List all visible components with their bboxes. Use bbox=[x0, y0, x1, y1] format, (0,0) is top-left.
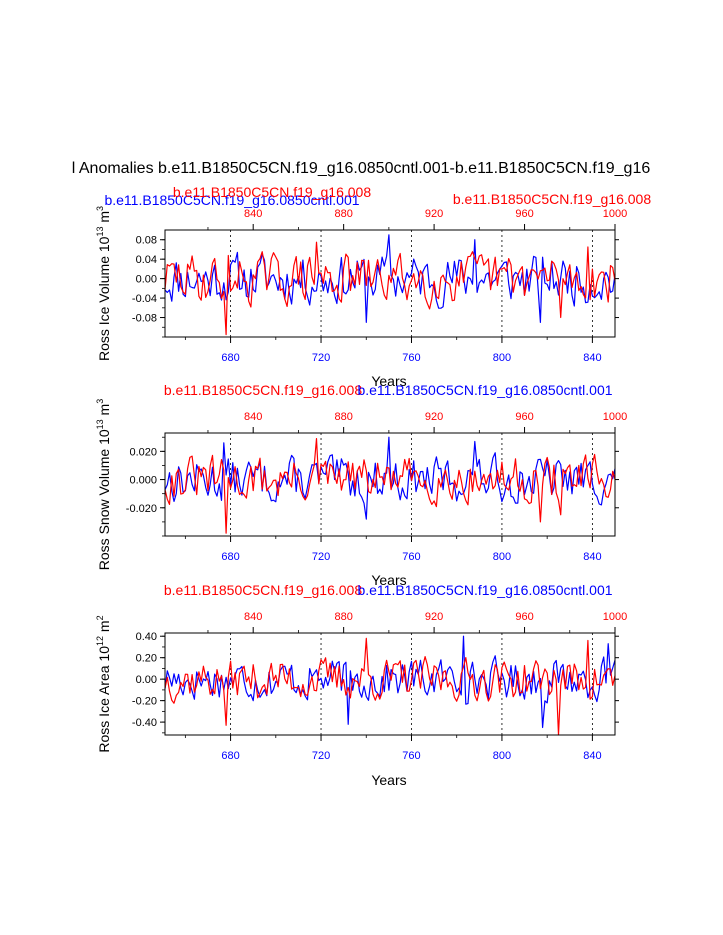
top-x-tick-label: 960 bbox=[515, 208, 533, 220]
y-tick-label: -0.08 bbox=[132, 313, 157, 325]
y-tick-label: -0.40 bbox=[132, 717, 157, 729]
top-x-tick-label: 840 bbox=[244, 208, 262, 220]
x-axis-title: Years bbox=[371, 373, 406, 389]
top-x-tick-label: 1000 bbox=[603, 611, 627, 623]
bottom-x-tick-label: 720 bbox=[312, 551, 330, 563]
panel-red-case-label: b.e11.B1850C5CN.f19_g16.008 bbox=[164, 582, 362, 598]
bottom-x-tick-label: 840 bbox=[583, 551, 601, 563]
y-tick-label: 0.020 bbox=[129, 446, 157, 458]
panel-ice-area: -0.40 -0.20 0.00 0.20 0.40 680 720 760 800 840 840… bbox=[95, 582, 627, 788]
top-x-tick-label: 920 bbox=[425, 208, 443, 220]
blue-series-line bbox=[164, 436, 616, 520]
bottom-x-tick-label: 680 bbox=[221, 551, 239, 563]
x-axis-title: Years bbox=[371, 772, 406, 788]
panel-blue-case-label: b.e11.B1850C5CN.f19_g16.0850cntl.001 bbox=[357, 382, 612, 398]
y-axis-title: Ross Ice Volume 1013 m3 bbox=[95, 206, 112, 361]
bottom-x-tick-label: 800 bbox=[493, 352, 511, 364]
bottom-x-tick-label: 680 bbox=[221, 352, 239, 364]
y-axis-title: Ross Ice Area 1012 m2 bbox=[95, 615, 112, 752]
bottom-x-tick-label: 840 bbox=[583, 750, 601, 762]
y-tick-label: 0.40 bbox=[136, 631, 157, 643]
figure-title: l Anomalies b.e11.B1850C5CN.f19_g16.0850… bbox=[72, 160, 651, 177]
y-tick-label: 0.20 bbox=[136, 653, 157, 665]
x-axis-title: Years bbox=[371, 572, 406, 588]
top-x-tick-label: 840 bbox=[244, 411, 262, 423]
figure-red-case-label-b: b.e11.B1850C5CN.f19_g16.008 bbox=[453, 191, 651, 207]
top-x-tick-label: 960 bbox=[515, 611, 533, 623]
bottom-x-tick-label: 720 bbox=[312, 750, 330, 762]
panel-red-case-label: b.e11.B1850C5CN.f19_g16.008 bbox=[164, 382, 362, 398]
figure-blue-case-label: b.e11.B1850C5CN.f19_g16.0850cntl.001 bbox=[104, 192, 359, 208]
plot-frame bbox=[164, 632, 616, 736]
bottom-x-tick-label: 720 bbox=[312, 352, 330, 364]
blue-series-line bbox=[164, 234, 616, 323]
top-x-tick-label: 920 bbox=[425, 411, 443, 423]
top-x-tick-label: 960 bbox=[515, 411, 533, 423]
top-x-tick-label: 880 bbox=[334, 411, 352, 423]
bottom-x-tick-label: 800 bbox=[493, 551, 511, 563]
plot-frame bbox=[164, 229, 616, 338]
y-tick-label: 0.00 bbox=[136, 674, 157, 686]
plot-frame bbox=[164, 432, 616, 537]
top-x-tick-label: 920 bbox=[425, 611, 443, 623]
y-tick-label: 0.08 bbox=[136, 235, 157, 247]
panel-snow-volume: -0.020 0.000 0.020 680 720 760 800 840 840 880 920… bbox=[95, 382, 627, 588]
y-tick-label: 0.000 bbox=[129, 475, 157, 487]
bottom-x-tick-label: 760 bbox=[402, 750, 420, 762]
top-x-tick-label: 880 bbox=[334, 611, 352, 623]
top-x-tick-label: 1000 bbox=[603, 208, 627, 220]
bottom-x-tick-label: 840 bbox=[583, 352, 601, 364]
figure-red-case-label-a: b.e11.B1850C5CN.f19_g16.008 bbox=[173, 184, 371, 200]
y-tick-label: 0.00 bbox=[136, 274, 157, 286]
red-series-line bbox=[164, 241, 616, 336]
y-tick-label: -0.04 bbox=[132, 293, 157, 305]
y-axis-title: Ross Snow Volume 1013 m3 bbox=[95, 399, 112, 570]
bottom-x-tick-label: 800 bbox=[493, 750, 511, 762]
bottom-x-tick-label: 760 bbox=[402, 551, 420, 563]
red-series-line bbox=[164, 438, 616, 534]
top-x-tick-label: 1000 bbox=[603, 411, 627, 423]
y-tick-label: -0.20 bbox=[132, 696, 157, 708]
y-tick-label: 0.04 bbox=[136, 254, 157, 266]
bottom-x-tick-label: 760 bbox=[402, 352, 420, 364]
panel-blue-case-label: b.e11.B1850C5CN.f19_g16.0850cntl.001 bbox=[357, 582, 612, 598]
bottom-x-tick-label: 680 bbox=[221, 750, 239, 762]
y-tick-label: -0.020 bbox=[126, 503, 157, 515]
panel-ice-volume: -0.08 -0.04 0.00 0.04 0.08 680 720 760 800 840 840… bbox=[95, 206, 627, 389]
top-x-tick-label: 840 bbox=[244, 611, 262, 623]
red-series-line bbox=[164, 637, 616, 736]
top-x-tick-label: 880 bbox=[334, 208, 352, 220]
